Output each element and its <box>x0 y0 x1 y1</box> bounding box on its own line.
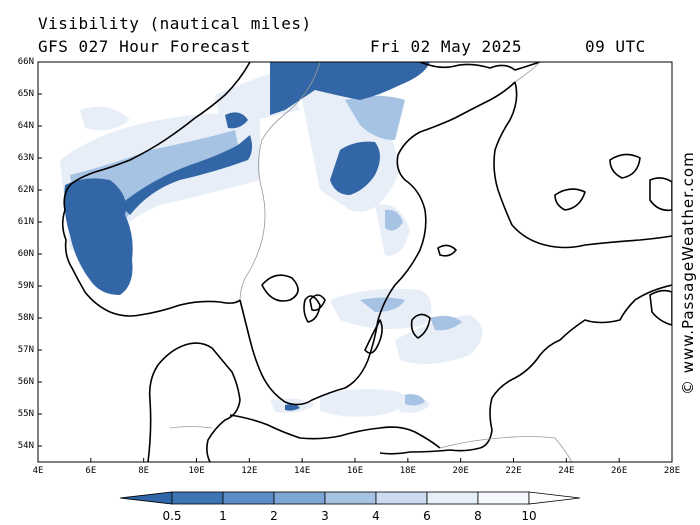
longitude-label: 20E <box>452 466 469 476</box>
colorbar-label: 10 <box>521 509 537 523</box>
longitude-label: 8E <box>138 466 150 476</box>
visibility-colorbar <box>119 491 581 505</box>
map-area <box>60 62 672 462</box>
axis-ticks <box>37 61 673 462</box>
colorbar-label: 4 <box>372 509 380 523</box>
colorbar-bin-1 <box>171 491 224 505</box>
credit-watermark: © www.PassageWeather.com <box>679 151 697 395</box>
colorbar-bin-7 <box>477 491 530 505</box>
forecast-time: 09 UTC <box>585 37 646 56</box>
latitude-label: 58N <box>17 313 34 323</box>
visibility-dense-fog <box>64 62 430 411</box>
colorbar-bin-5 <box>375 491 428 505</box>
longitude-label: 12E <box>241 466 258 476</box>
colorbar-label: 2 <box>270 509 278 523</box>
colorbar-bin-4 <box>324 491 377 505</box>
forecast-model: GFS 027 Hour Forecast <box>38 37 251 56</box>
longitude-label: 16E <box>346 466 364 476</box>
longitude-label: 26E <box>611 466 628 476</box>
colorbar-label: 8 <box>474 509 482 523</box>
latitude-label: 65N <box>17 89 34 99</box>
latitude-label: 55N <box>17 409 34 419</box>
colorbar-arrow-low <box>119 491 173 505</box>
latitude-label: 62N <box>17 185 34 195</box>
colorbar-bin-2 <box>222 491 275 505</box>
colorbar-bin-3 <box>273 491 326 505</box>
colorbar-arrow-high <box>528 491 581 505</box>
map-title: Visibility (nautical miles) <box>38 14 312 33</box>
latitude-label: 54N <box>17 441 34 451</box>
longitude-label: 10E <box>188 466 205 476</box>
colorbar-bin-6 <box>426 491 479 505</box>
latitude-label: 63N <box>17 153 34 163</box>
longitude-label: 14E <box>294 466 311 476</box>
country-borders <box>169 62 573 462</box>
longitude-label: 4E <box>32 466 44 476</box>
longitude-label: 28E <box>663 466 681 476</box>
forecast-date: Fri 02 May 2025 <box>370 37 522 56</box>
latitude-label: 60N <box>17 249 34 259</box>
latitude-label: 61N <box>17 217 34 227</box>
longitude-label: 6E <box>85 466 97 476</box>
latitude-label: 57N <box>17 345 34 355</box>
latitude-label: 56N <box>17 377 34 387</box>
latitude-label: 64N <box>17 121 34 131</box>
colorbar-label: 3 <box>321 509 329 523</box>
longitude-label: 24E <box>558 466 575 476</box>
colorbar-label: 1 <box>219 509 227 523</box>
colorbar-label: 0.5 <box>162 509 182 523</box>
longitude-label: 18E <box>399 466 416 476</box>
latitude-label: 59N <box>17 281 34 291</box>
latitude-label: 66N <box>17 57 34 67</box>
colorbar-label: 6 <box>423 509 431 523</box>
coastlines <box>61 62 672 462</box>
longitude-label: 22E <box>505 466 522 476</box>
